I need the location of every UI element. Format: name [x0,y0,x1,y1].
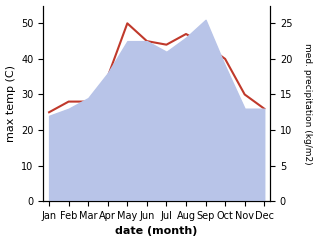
Y-axis label: med. precipitation (kg/m2): med. precipitation (kg/m2) [303,43,313,164]
X-axis label: date (month): date (month) [115,227,198,236]
Y-axis label: max temp (C): max temp (C) [5,65,16,142]
